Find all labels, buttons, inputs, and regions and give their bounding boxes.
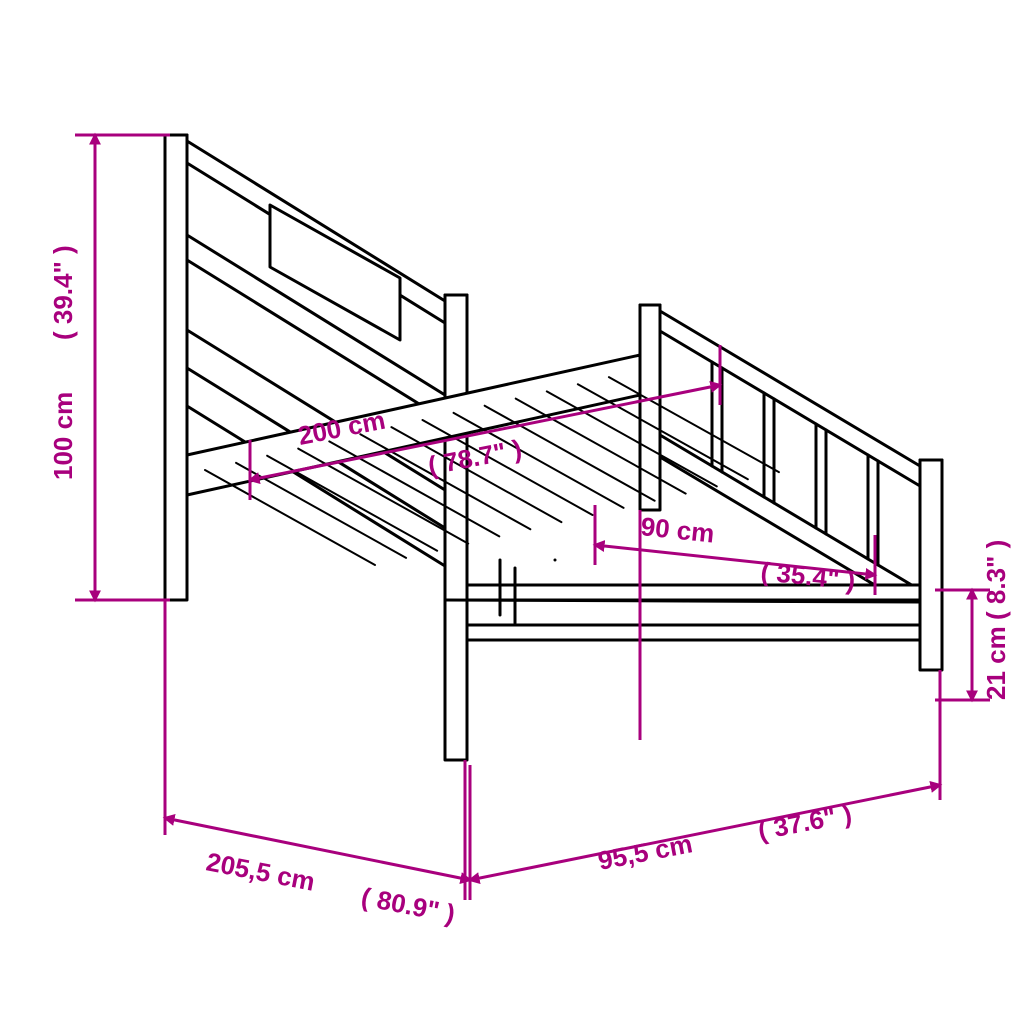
dimension-label: ( 8.3" ) — [981, 540, 1011, 620]
dimension-label: ( 37.6" ) — [755, 798, 854, 846]
dimension-label: ( 80.9" ) — [359, 881, 458, 929]
dimension-label: 21 cm — [981, 626, 1011, 700]
dimension-label: 95,5 cm — [595, 828, 694, 876]
dimension-label: 90 cm — [639, 511, 715, 549]
dimension-label: 100 cm — [48, 392, 78, 480]
dimension-label: 205,5 cm — [204, 846, 318, 896]
dimension-label: ( 39.4" ) — [48, 245, 78, 340]
